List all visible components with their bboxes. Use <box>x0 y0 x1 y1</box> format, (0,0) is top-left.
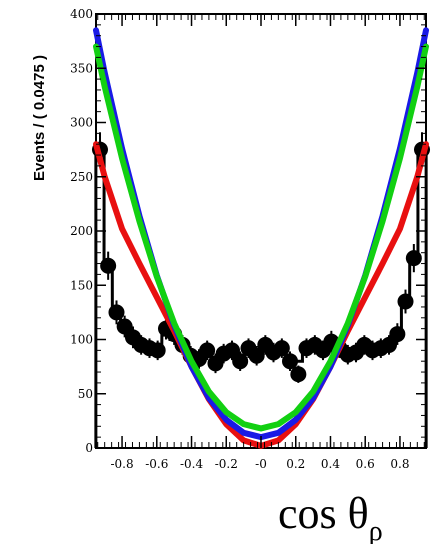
data-point <box>273 340 290 357</box>
axes-layer: 0 50 100 150 200 250 300 350 400 -0.8 -0.6 -0.4 -0.2… <box>70 7 426 471</box>
x-axis-title-subscript: ρ <box>369 516 383 544</box>
data-points-layer <box>91 132 431 383</box>
data-point <box>248 347 265 364</box>
x-tick-label: 0.2 <box>286 457 305 471</box>
y-tick-label: 150 <box>70 278 93 292</box>
data-point <box>100 257 117 274</box>
y-tick-label: 250 <box>70 170 93 184</box>
data-point <box>223 342 240 359</box>
fit-curves-layer <box>93 27 429 449</box>
x-tick-label: -0.8 <box>110 457 133 471</box>
data-point <box>149 342 166 359</box>
y-tick-label: 300 <box>70 116 93 130</box>
data-point <box>116 318 133 335</box>
data-histogram-step <box>94 148 428 448</box>
fit-curve-3 <box>93 43 429 432</box>
data-point <box>282 353 299 370</box>
x-tick-label: -0.2 <box>215 457 238 471</box>
data-point <box>405 250 422 267</box>
data-point <box>397 293 414 310</box>
x-axis-title: cos θρ <box>278 489 383 544</box>
x-tick-label: -0.4 <box>180 457 204 471</box>
x-tick-label: 0.6 <box>356 457 375 471</box>
y-tick-label: 400 <box>70 7 93 21</box>
x-tick-label: -0.6 <box>145 457 168 471</box>
histogram-layer <box>94 148 428 448</box>
y-tick-label: 50 <box>78 387 93 401</box>
data-point <box>290 366 307 383</box>
data-point <box>232 353 249 370</box>
data-point <box>108 304 125 321</box>
y-tick-label: 350 <box>70 61 93 75</box>
y-tick-label: 200 <box>70 224 93 238</box>
y-tick-label: 0 <box>85 441 93 455</box>
x-tick-label: 0.4 <box>321 457 340 471</box>
y-tick-label: 100 <box>70 333 93 347</box>
fit-curve-1 <box>93 141 429 449</box>
x-tick-label: -0 <box>255 457 267 471</box>
y-axis-title: Events / ( 0.0475 ) <box>31 55 48 181</box>
data-point <box>389 326 406 343</box>
x-axis-title-main: cos θ <box>278 489 369 538</box>
data-point <box>199 342 216 359</box>
x-tick-label: 0.8 <box>390 457 409 471</box>
data-point <box>381 336 398 353</box>
